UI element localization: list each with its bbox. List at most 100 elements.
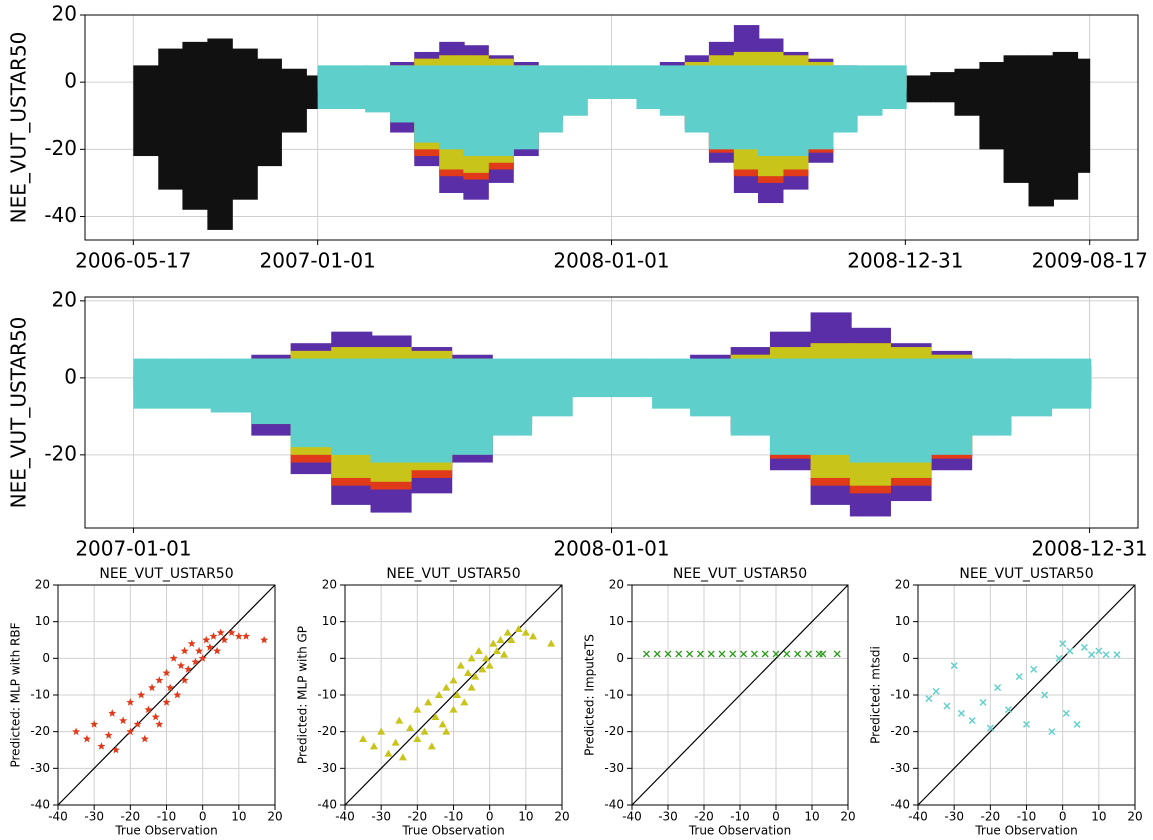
point xyxy=(442,683,451,691)
y-tick-label: -30 xyxy=(317,761,337,775)
point xyxy=(453,691,462,698)
point xyxy=(474,647,483,654)
value-range xyxy=(586,65,612,99)
x-tick-label: -10 xyxy=(730,810,750,824)
y-axis-label: Predicted: MLP with RBF xyxy=(9,622,23,767)
x-tick-label: 0 xyxy=(772,810,780,824)
value-range xyxy=(1003,55,1030,183)
y-axis-label: Predicted: ImputeTS xyxy=(583,634,597,756)
point xyxy=(642,650,650,658)
y-tick-label: 0 xyxy=(329,651,337,665)
x-tick-label: -30 xyxy=(944,810,964,824)
axes-frame xyxy=(344,584,563,806)
point xyxy=(943,702,951,710)
point xyxy=(514,625,523,632)
value-range xyxy=(857,65,883,116)
point xyxy=(260,635,269,644)
point xyxy=(242,632,251,640)
x-tick-label: 10 xyxy=(518,810,533,824)
x-tick-label: -10 xyxy=(444,810,464,824)
value-range xyxy=(342,65,369,110)
value-range xyxy=(411,358,453,463)
y-axis-label: Predicted: mtsdi xyxy=(869,646,883,744)
point xyxy=(191,657,200,666)
axes-frame xyxy=(84,296,1139,529)
point xyxy=(391,738,400,746)
point xyxy=(772,650,780,658)
value-range xyxy=(807,65,834,150)
y-tick-label: -20 xyxy=(317,724,337,738)
point xyxy=(819,650,827,658)
y-tick-label: 10 xyxy=(609,614,624,628)
point xyxy=(482,654,491,662)
point xyxy=(521,628,530,636)
value-range xyxy=(979,62,1005,150)
value-range xyxy=(930,72,956,103)
point xyxy=(456,661,465,669)
point xyxy=(187,639,196,648)
value-range xyxy=(708,65,735,150)
point xyxy=(442,727,451,735)
axes-frame xyxy=(917,584,1136,806)
point xyxy=(227,628,236,637)
point xyxy=(413,735,422,742)
x-tick-label: -20 xyxy=(694,810,714,824)
point xyxy=(932,687,940,695)
point xyxy=(234,632,243,640)
point xyxy=(180,676,189,684)
value-range xyxy=(611,358,653,398)
point xyxy=(718,650,726,658)
value-range xyxy=(207,38,233,230)
point xyxy=(664,650,672,658)
x-tick-label: -30 xyxy=(658,810,678,824)
y-tick-label: 20 xyxy=(52,2,77,26)
point xyxy=(162,698,171,706)
y-tick-label: -20 xyxy=(30,724,50,738)
value-range xyxy=(537,65,563,133)
point xyxy=(82,734,91,743)
point xyxy=(205,643,214,651)
y-axis-label: NEE_VUT_USTAR50 xyxy=(7,317,31,509)
point xyxy=(478,665,487,673)
x-tick-label: 20 xyxy=(267,810,282,824)
point xyxy=(833,650,841,658)
x-tick-label: 2008-12-31 xyxy=(1031,537,1147,561)
identity-line xyxy=(917,584,1136,806)
x-tick-label: 2008-01-01 xyxy=(553,249,669,273)
point xyxy=(148,683,156,692)
point xyxy=(384,749,393,757)
x-tick-label: 0 xyxy=(1059,810,1067,824)
point xyxy=(420,727,429,735)
point xyxy=(507,636,516,643)
value-range xyxy=(158,48,184,190)
point xyxy=(1048,728,1056,736)
value-range xyxy=(451,358,493,455)
point xyxy=(126,727,135,736)
value-range xyxy=(733,65,760,150)
value-range xyxy=(488,65,514,157)
y-tick-label: -30 xyxy=(30,761,50,775)
point xyxy=(489,639,498,647)
point xyxy=(438,720,447,728)
x-tick-label: -40 xyxy=(622,810,642,824)
point xyxy=(1055,654,1063,662)
x-tick-label: 10 xyxy=(231,810,246,824)
point xyxy=(435,691,444,698)
y-tick-label: -10 xyxy=(604,688,624,702)
point xyxy=(503,628,512,636)
axes-frame xyxy=(631,584,849,806)
scatter-panel: -40 -30 -20 -10 0 10 20 -40 -30 -20 -10 0 10 20 Predic… xyxy=(296,566,570,838)
value-range xyxy=(182,41,208,210)
point xyxy=(1004,706,1012,714)
x-tick-label: 2007-01-01 xyxy=(75,537,191,561)
point xyxy=(202,635,211,644)
panel-title: NEE_VUT_USTAR50 xyxy=(673,566,807,582)
point xyxy=(740,650,748,658)
point xyxy=(471,672,480,680)
point xyxy=(162,668,171,677)
point xyxy=(395,716,404,724)
identity-line xyxy=(344,584,563,806)
value-range xyxy=(390,65,416,123)
value-range xyxy=(251,358,293,425)
scatter-panel: -40 -30 -20 -10 0 10 20 -40 -30 -20 -10 0 10 20 Predic… xyxy=(869,566,1143,838)
